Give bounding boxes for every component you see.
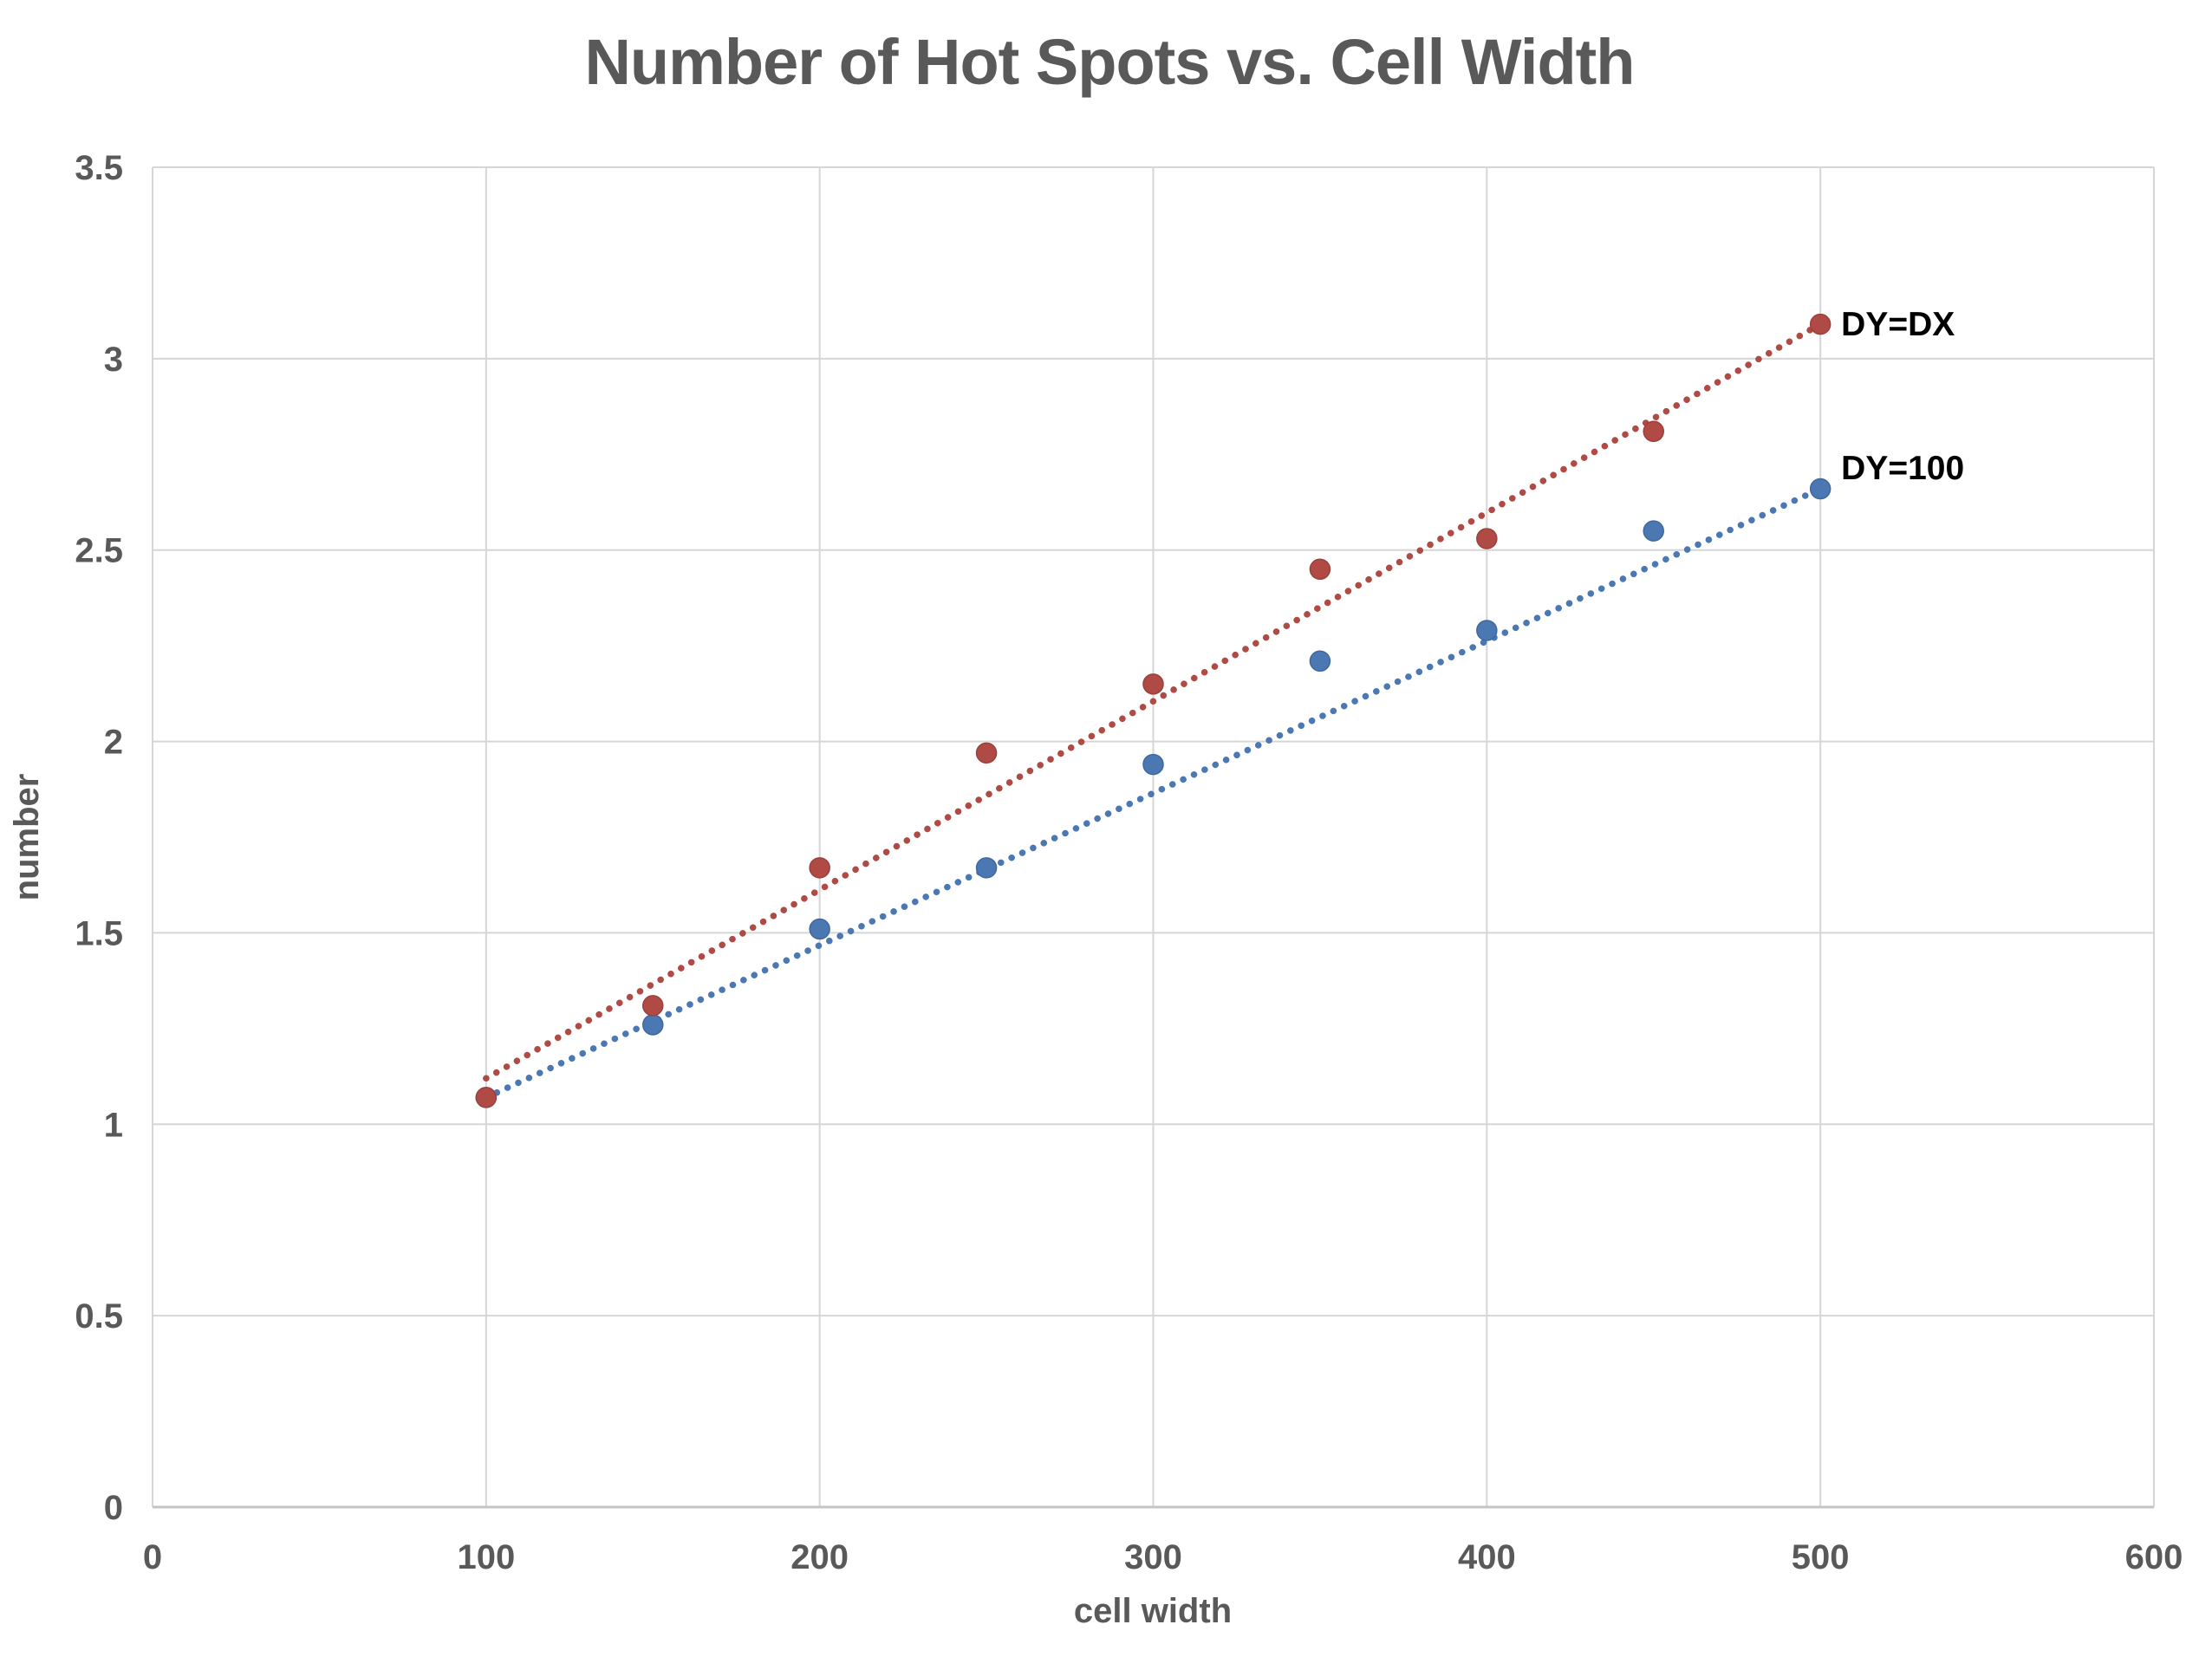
data-point-dy-dx-350	[1309, 558, 1331, 581]
data-point-dy-100-300	[1142, 753, 1164, 776]
series-label-dy-dx: DY=DX	[1841, 306, 1955, 343]
data-point-dy-100-400	[1476, 620, 1498, 641]
y-tick-label-1: 1	[104, 1106, 123, 1144]
data-point-dy-dx-300	[1142, 673, 1164, 695]
data-point-dy-100-250	[975, 857, 998, 879]
y-tick-label-2: 2	[104, 724, 123, 762]
x-tick-label-600: 600	[2125, 1538, 2183, 1576]
y-tick-label-2.5: 2.5	[75, 532, 123, 570]
data-point-dy-dx-450	[1643, 420, 1664, 443]
y-tick-labels: 0 0.5 1 1.5 2 2.5 3 3.5	[75, 149, 123, 1527]
data-point-dy-100-500	[1809, 478, 1831, 500]
data-point-dy-dx-250	[975, 742, 998, 764]
y-axis-title: number	[8, 774, 46, 901]
x-tick-label-400: 400	[1458, 1538, 1516, 1576]
data-point-dy-100-350	[1309, 650, 1331, 673]
series-dy-100	[475, 478, 1831, 1108]
axis-lines	[152, 167, 2154, 1509]
data-point-dy-100-450	[1643, 520, 1664, 542]
data-point-dy-dx-150	[642, 995, 664, 1017]
x-tick-label-300: 300	[1124, 1538, 1182, 1576]
data-point-dy-100-150	[642, 1014, 664, 1036]
x-tick-label-200: 200	[790, 1538, 849, 1576]
data-point-dy-dx-500	[1809, 313, 1831, 335]
gridlines	[153, 166, 2155, 1507]
x-tick-labels: 0 100 200 300 400 500 600	[143, 1538, 2183, 1576]
x-tick-label-500: 500	[1792, 1538, 1850, 1576]
chart-title: Number of Hot Spots vs. Cell Width	[584, 26, 1634, 98]
trendline-dy-100	[483, 485, 1824, 1101]
series-dy-dx	[475, 313, 1831, 1108]
y-tick-label-1.5: 1.5	[75, 914, 123, 952]
series-plots	[475, 313, 1831, 1108]
y-tick-label-3: 3	[104, 341, 123, 379]
series-label-dy-100: DY=100	[1841, 450, 1964, 487]
data-point-dy-100-200	[809, 918, 830, 940]
data-point-dy-dx-200	[809, 857, 830, 879]
trendline-dy-dx	[483, 321, 1824, 1082]
data-point-dy-dx-100	[475, 1087, 498, 1108]
x-tick-label-0: 0	[143, 1538, 162, 1576]
data-point-dy-dx-400	[1476, 528, 1498, 549]
y-tick-label-0.5: 0.5	[75, 1297, 123, 1335]
y-tick-label-0: 0	[104, 1489, 123, 1527]
y-tick-label-3.5: 3.5	[75, 149, 123, 187]
x-axis-title: cell width	[1074, 1592, 1232, 1630]
x-tick-label-100: 100	[457, 1538, 515, 1576]
